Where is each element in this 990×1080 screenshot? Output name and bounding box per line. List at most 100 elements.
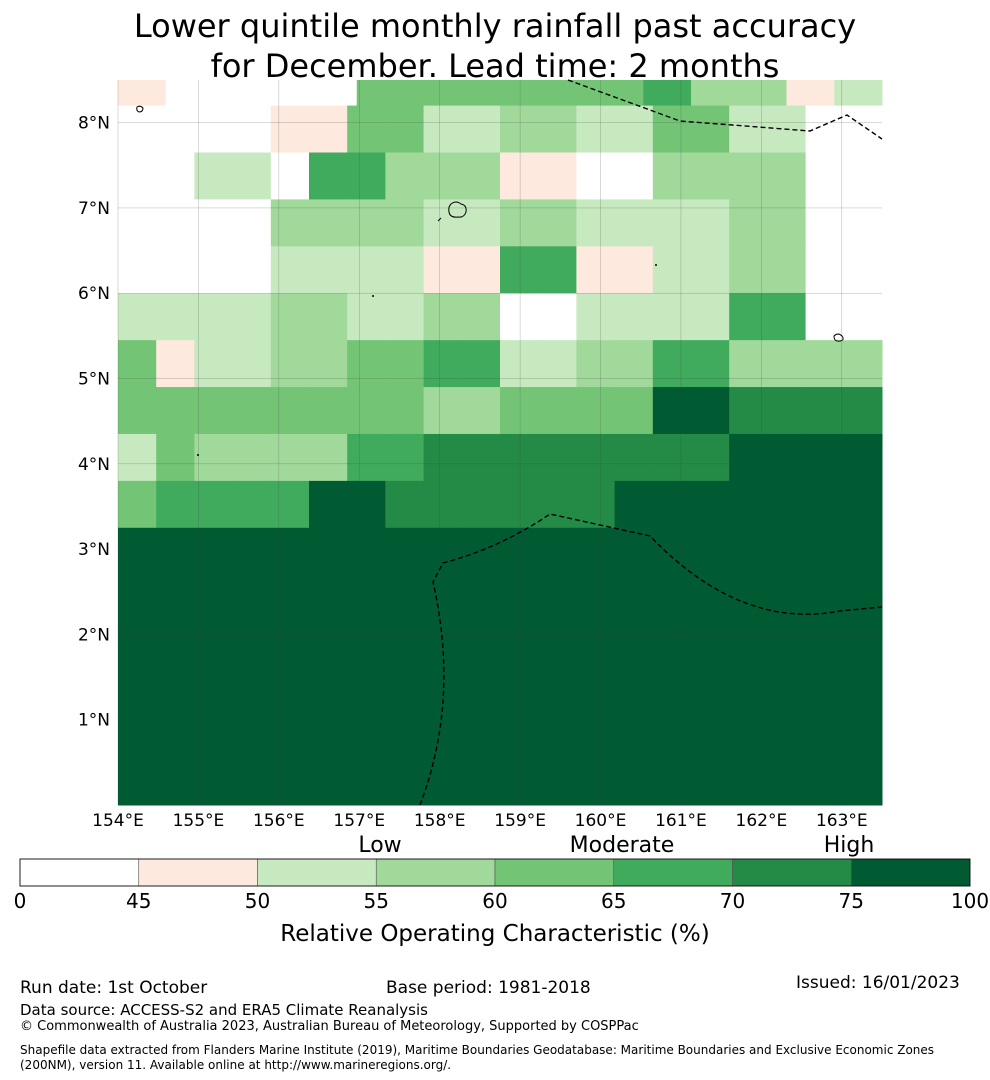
map-cell [423,152,463,200]
map-cell [805,340,845,388]
map-cell [576,246,616,294]
map-cell [614,199,654,247]
map-cell [156,199,195,247]
lat-tick-label: 3°N [78,540,110,560]
lat-tick-label: 8°N [78,114,110,134]
map-cell [767,152,807,200]
map-cell [843,152,883,200]
lat-tick-label: 5°N [78,370,110,390]
island-outline [833,333,844,342]
map-cell [729,293,768,341]
map-cell [156,293,195,341]
map-cell [538,293,577,341]
map-cell [614,293,654,341]
map-cell [843,433,883,482]
map-cell [691,433,730,482]
map-cell [691,246,730,294]
colorbar-swatch [257,858,377,887]
map-cell [194,199,234,247]
map-cell [652,387,692,435]
map-cell [347,387,386,435]
map-cell [423,199,463,247]
colorbar-tick-label: 75 [839,889,864,913]
map-cell [385,293,425,341]
map-cell [194,105,234,153]
title-line-1: Lower quintile monthly rainfall past acc… [133,7,857,45]
map-cell [385,433,425,482]
map-cell [691,293,730,341]
map-cell [805,199,845,247]
colorbar-level-high: High [824,833,875,858]
map-features [136,79,883,806]
colorbar-level-moderate: Moderate [570,833,675,858]
map-cell [614,152,654,200]
map-cell [461,293,501,341]
map-cell [843,105,883,153]
map-cell [156,152,195,200]
shapefile-credit-line-2: (200NM), version 11. Available online at… [20,1058,452,1072]
map-cell [194,246,234,294]
colorbar-tick-label: 60 [482,889,507,913]
lon-tick-label: 154°E [92,811,144,831]
map-cell [118,105,157,153]
colorbar: Low Moderate High 0 45 50 55 60 65 70 75 100 Rel… [14,833,989,947]
shapefile-credit: Shapefile data extracted from Flanders M… [20,1043,934,1073]
map-cell [165,80,214,107]
map-cell [767,480,807,529]
title-line-2: for December. Lead time: 2 months [210,47,780,85]
map-cell [652,152,692,200]
map-cell [270,387,310,435]
map-cell [767,433,807,482]
map-axis-labels: 154°E 155°E 156°E 157°E 158°E 159°E 160°E 161°E… [78,114,868,831]
map-cell [500,80,549,107]
map-cell [156,387,195,435]
colorbar-level-low: Low [358,833,401,858]
map-cell [461,246,501,294]
map-cell [347,433,386,482]
map-cell [805,293,845,341]
map-cell [786,80,835,107]
map-cell [309,387,348,435]
map-cell [461,152,501,200]
map-cell [729,199,768,247]
map-cell [118,199,157,247]
map-cell [270,433,310,482]
map-cell [691,387,730,435]
map-cell [652,480,692,529]
map-cell [843,340,883,388]
map-cell [576,387,616,435]
map-cell [118,152,157,200]
map-cell [738,80,787,107]
map-cell [538,387,577,435]
map-cell [232,340,272,388]
colorbar-tick-label: 45 [126,889,151,913]
map-cell [843,387,883,435]
map-cell [309,433,348,482]
map-cell [232,480,272,529]
map-cell [576,293,616,341]
colorbar-tick-label: 65 [601,889,626,913]
lon-tick-label: 156°E [253,811,305,831]
map-cell [500,105,539,153]
map-cell [614,246,654,294]
map-cell [232,387,272,435]
map-cell [347,480,386,529]
map-cell [538,480,577,529]
map-cell [729,340,768,388]
map-cell [652,340,692,388]
map-cell [423,293,463,341]
lon-tick-label: 155°E [173,811,225,831]
map-cell [576,433,616,482]
map-cell [500,199,539,247]
map-cell [385,199,425,247]
lon-tick-label: 161°E [655,811,707,831]
map-cell [614,105,654,153]
map-gridlines [117,80,882,805]
chart-title: Lower quintile monthly rainfall past acc… [0,6,990,86]
issued-date: Issued: 16/01/2023 [796,973,960,993]
lon-tick-label: 158°E [414,811,466,831]
map-cell [652,293,692,341]
map-cell [461,387,501,435]
colorbar-tick-label: 0 [14,889,27,913]
